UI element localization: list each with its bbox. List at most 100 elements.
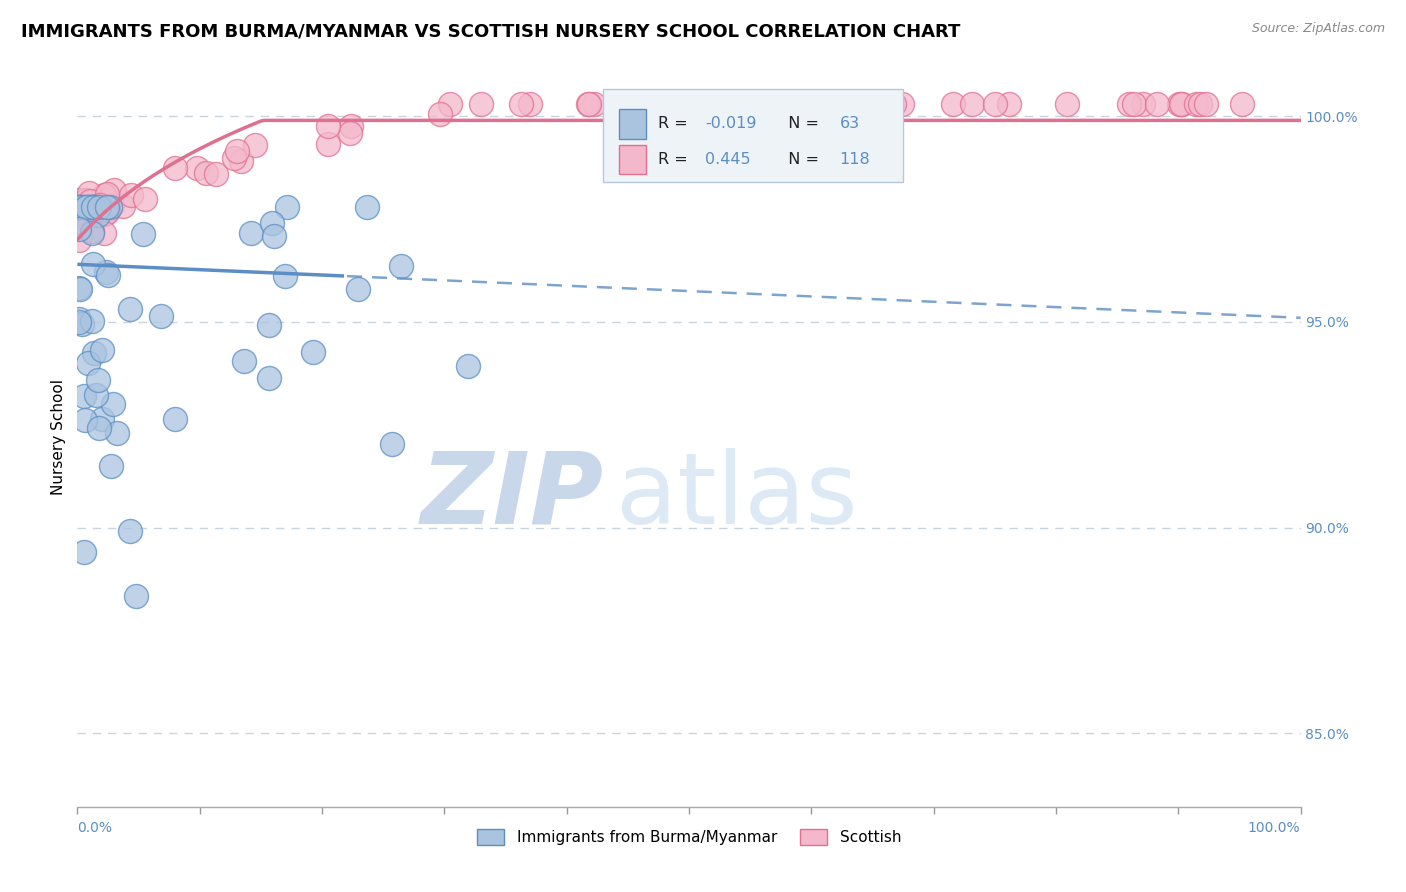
Point bbox=[163, 412, 186, 426]
Point bbox=[72, 318, 94, 332]
Point bbox=[754, 97, 776, 112]
Point bbox=[347, 282, 370, 296]
Point bbox=[1171, 97, 1194, 112]
Point bbox=[96, 186, 118, 201]
Point bbox=[519, 97, 541, 112]
Point bbox=[67, 200, 90, 214]
Point bbox=[73, 211, 96, 225]
Point bbox=[67, 200, 90, 214]
Point bbox=[93, 226, 115, 240]
Point bbox=[72, 200, 94, 214]
Point bbox=[76, 207, 98, 221]
Point bbox=[240, 226, 263, 240]
Point bbox=[67, 315, 90, 329]
Point bbox=[86, 203, 108, 218]
Point bbox=[69, 207, 91, 221]
Point bbox=[80, 224, 103, 238]
Point bbox=[789, 97, 811, 112]
Point bbox=[1123, 97, 1146, 112]
Point bbox=[84, 205, 107, 219]
Text: Source: ZipAtlas.com: Source: ZipAtlas.com bbox=[1251, 22, 1385, 36]
Point bbox=[205, 167, 228, 181]
Point bbox=[73, 212, 96, 227]
Point bbox=[90, 343, 112, 358]
Point bbox=[614, 97, 637, 112]
Point bbox=[83, 200, 105, 214]
Text: N =: N = bbox=[779, 152, 824, 167]
Point bbox=[67, 222, 90, 236]
Point bbox=[70, 219, 93, 234]
Text: IMMIGRANTS FROM BURMA/MYANMAR VS SCOTTISH NURSERY SCHOOL CORRELATION CHART: IMMIGRANTS FROM BURMA/MYANMAR VS SCOTTIS… bbox=[21, 22, 960, 40]
Point bbox=[67, 200, 90, 214]
Point bbox=[318, 136, 340, 151]
Text: ZIP: ZIP bbox=[420, 448, 603, 545]
Point bbox=[73, 389, 96, 403]
Point bbox=[73, 413, 96, 427]
Point bbox=[80, 200, 103, 214]
Point bbox=[94, 265, 117, 279]
Point bbox=[70, 215, 93, 229]
Point bbox=[222, 151, 245, 165]
Point bbox=[83, 345, 105, 359]
Point bbox=[84, 388, 107, 402]
Point bbox=[429, 106, 451, 120]
Point bbox=[75, 194, 97, 208]
Point bbox=[89, 198, 111, 212]
Point bbox=[67, 200, 90, 214]
Point bbox=[262, 216, 284, 230]
Point bbox=[98, 200, 121, 214]
Point bbox=[72, 212, 94, 227]
Point bbox=[82, 226, 104, 240]
Point bbox=[120, 302, 142, 317]
Point bbox=[70, 199, 93, 213]
Point bbox=[72, 214, 94, 228]
Point bbox=[794, 97, 817, 112]
Point bbox=[671, 97, 693, 112]
Point bbox=[67, 233, 90, 247]
Point bbox=[79, 200, 101, 214]
Point bbox=[76, 205, 98, 219]
Point bbox=[815, 97, 838, 112]
Point bbox=[83, 200, 105, 214]
Point bbox=[1230, 97, 1253, 112]
Point bbox=[1184, 97, 1206, 112]
Point bbox=[105, 425, 128, 440]
Point bbox=[84, 202, 107, 216]
Point bbox=[984, 97, 1007, 112]
Point bbox=[69, 282, 91, 296]
Point bbox=[509, 97, 531, 112]
Point bbox=[77, 356, 100, 370]
Point bbox=[259, 371, 281, 385]
Point bbox=[69, 217, 91, 231]
Text: 0.0%: 0.0% bbox=[77, 821, 112, 835]
Text: -0.019: -0.019 bbox=[704, 117, 756, 131]
Point bbox=[77, 206, 100, 220]
Point bbox=[112, 199, 135, 213]
Point bbox=[389, 259, 412, 273]
Point bbox=[72, 200, 94, 214]
Point bbox=[75, 200, 97, 214]
Point bbox=[470, 97, 492, 112]
Point bbox=[67, 281, 90, 295]
FancyBboxPatch shape bbox=[603, 89, 903, 182]
Point bbox=[1132, 97, 1154, 112]
Point bbox=[90, 200, 112, 214]
Point bbox=[302, 344, 325, 359]
Point bbox=[67, 215, 90, 229]
Point bbox=[70, 197, 93, 211]
Point bbox=[73, 545, 96, 559]
Point bbox=[93, 207, 115, 221]
Point bbox=[457, 359, 479, 373]
Point bbox=[79, 206, 101, 220]
Point bbox=[72, 216, 94, 230]
Point bbox=[84, 208, 107, 222]
Point bbox=[1056, 97, 1078, 112]
Point bbox=[186, 161, 208, 176]
Point bbox=[163, 161, 186, 176]
Point bbox=[77, 202, 100, 216]
Point bbox=[91, 412, 114, 426]
Point bbox=[82, 200, 104, 214]
Point bbox=[82, 257, 104, 271]
Point bbox=[67, 194, 90, 208]
Point bbox=[76, 202, 98, 217]
